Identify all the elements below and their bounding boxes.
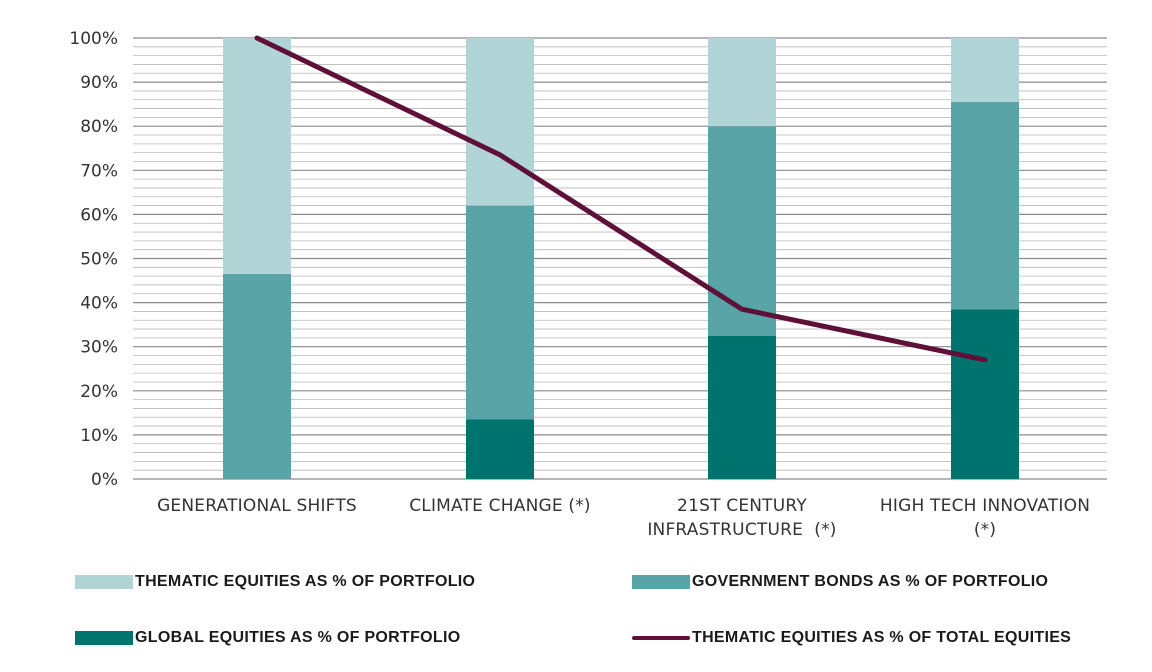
legend-item-thematic-total-equities: THEMATIC EQUITIES AS % OF TOTAL EQUITIES: [632, 628, 1071, 648]
legend-label-government-bonds: GOVERNMENT BONDS AS % OF PORTFOLIO: [692, 573, 1049, 590]
y-tick-label: 50%: [80, 250, 118, 270]
gridlines: [133, 37, 1107, 480]
legend-swatch-global-equities: [75, 631, 133, 645]
y-tick-label: 100%: [69, 29, 118, 49]
bar-segment-government-bonds: [466, 205, 534, 420]
y-tick-label: 70%: [80, 161, 118, 181]
legend-label-thematic-total-equities: THEMATIC EQUITIES AS % OF TOTAL EQUITIES: [692, 629, 1072, 646]
x-category-label: (*): [974, 520, 996, 540]
legend-item-global-equities: GLOBAL EQUITIES AS % OF PORTFOLIO: [75, 628, 460, 648]
legend-swatch-government-bonds: [632, 575, 690, 589]
bar-segment-thematic-equities: [708, 38, 776, 127]
stacked-bar-line-chart: 0% 10% 20% 30% 40% 50% 60% 70% 80% 90% 100% GENERA…: [69, 29, 1107, 540]
legend-label-thematic-portfolio: THEMATIC EQUITIES AS % OF PORTFOLIO: [135, 573, 476, 590]
bar-segment-thematic-equities: [223, 38, 291, 274]
thematic-total-equities-line: [254, 35, 988, 363]
y-tick-label: 30%: [80, 338, 118, 358]
y-tick-label: 40%: [80, 294, 118, 314]
bar-segment-global-equities: [951, 309, 1019, 479]
bar-segment-government-bonds: [223, 273, 291, 479]
bar-segment-thematic-equities: [466, 38, 534, 206]
bars: [223, 38, 1019, 479]
line-series: [254, 35, 988, 363]
x-category-label: CLIMATE CHANGE (*): [409, 496, 591, 516]
bar-segment-thematic-equities: [951, 38, 1019, 102]
y-tick-label: 0%: [91, 470, 118, 490]
x-category-label: 21ST CENTURY: [677, 496, 807, 516]
x-axis-category-labels: GENERATIONAL SHIFTS CLIMATE CHANGE (*) 21S…: [157, 496, 1090, 540]
y-tick-label: 20%: [80, 382, 118, 402]
legend-label-global-equities: GLOBAL EQUITIES AS % OF PORTFOLIO: [135, 629, 461, 646]
bar-segment-government-bonds: [708, 126, 776, 336]
x-category-label: GENERATIONAL SHIFTS: [157, 496, 357, 516]
y-tick-label: 60%: [80, 205, 118, 225]
bar-segment-government-bonds: [951, 101, 1019, 310]
y-tick-label: 80%: [80, 117, 118, 137]
legend-swatch-thematic-portfolio: [75, 575, 133, 589]
bar-segment-global-equities: [708, 335, 776, 479]
y-tick-label: 90%: [80, 73, 118, 93]
legend-swatch-thematic-total-equities: [632, 636, 690, 640]
x-category-label: INFRASTRUCTURE (*): [647, 520, 836, 540]
x-category-label: HIGH TECH INNOVATION: [880, 496, 1090, 516]
y-axis-tick-labels: 0% 10% 20% 30% 40% 50% 60% 70% 80% 90% 100%: [69, 29, 118, 490]
bar-segment-global-equities: [466, 419, 534, 479]
legend-item-government-bonds: GOVERNMENT BONDS AS % OF PORTFOLIO: [632, 572, 1048, 592]
legend-item-thematic-portfolio: THEMATIC EQUITIES AS % OF PORTFOLIO: [75, 572, 475, 592]
y-tick-label: 10%: [80, 426, 118, 446]
